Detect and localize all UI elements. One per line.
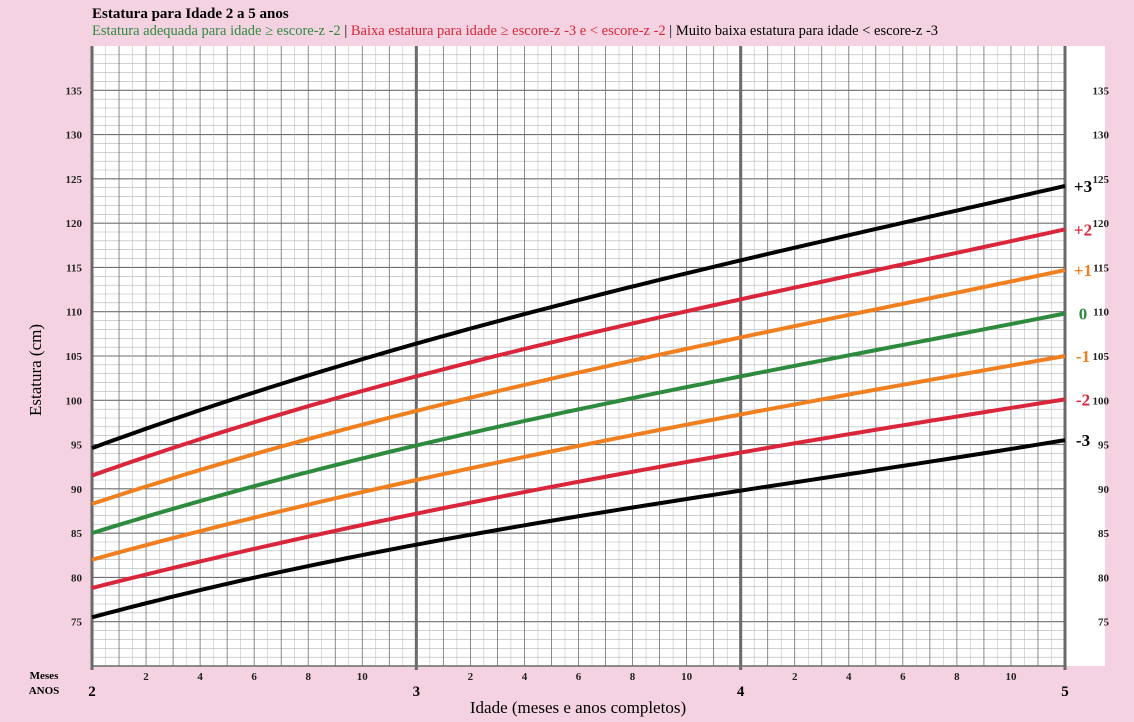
y-tick-label-left: 105 bbox=[66, 351, 83, 363]
y-tick-label-right: 120 bbox=[1093, 218, 1110, 230]
y-tick-label-right: 90 bbox=[1098, 484, 1110, 496]
years-row-label: ANOS bbox=[28, 685, 60, 697]
y-tick-label-left: 110 bbox=[66, 307, 82, 319]
month-tick-label: 6 bbox=[900, 671, 906, 683]
y-tick-label-right: 115 bbox=[1093, 262, 1109, 274]
y-tick-label-left: 135 bbox=[66, 85, 83, 97]
chart-subtitle: Estatura adequada para idade ≥ escore-z … bbox=[92, 23, 938, 40]
zscore-line--2 bbox=[91, 397, 1066, 590]
y-tick-label-left: 95 bbox=[71, 440, 83, 452]
y-tick-label-right: 130 bbox=[1093, 130, 1110, 142]
zscore-label--2: -2 bbox=[1076, 390, 1090, 409]
chart-title: Estatura para Idade 2 a 5 anos bbox=[92, 6, 289, 22]
zscore-label--3: -3 bbox=[1076, 431, 1090, 450]
month-tick-label: 4 bbox=[846, 671, 852, 683]
month-tick-label: 2 bbox=[792, 671, 798, 683]
subtitle-separator-2: | bbox=[665, 23, 676, 39]
y-tick-label-right: 80 bbox=[1098, 572, 1110, 584]
subtitle-separator-1: | bbox=[340, 23, 351, 39]
y-tick-label-right: 105 bbox=[1093, 351, 1110, 363]
y-tick-label-right: 95 bbox=[1098, 440, 1110, 452]
y-tick-label-right: 135 bbox=[1093, 85, 1110, 97]
zscore-label-+1: +1 bbox=[1074, 261, 1092, 280]
month-tick-label: 10 bbox=[681, 671, 693, 683]
zscore-line--1 bbox=[91, 354, 1066, 562]
zscore-line-+1 bbox=[91, 268, 1066, 506]
y-tick-label-left: 90 bbox=[71, 484, 83, 496]
subtitle-low: Baixa estatura para idade ≥ escore-z -3 … bbox=[350, 23, 666, 39]
subtitle-adequate: Estatura adequada para idade ≥ escore-z … bbox=[92, 23, 341, 39]
zscore-line--3 bbox=[91, 438, 1066, 620]
zscore-line-+3 bbox=[91, 183, 1066, 450]
month-tick-label: 6 bbox=[576, 671, 582, 683]
months-row-label: Meses bbox=[29, 670, 59, 682]
y-tick-label-right: 100 bbox=[1093, 395, 1110, 407]
month-tick-label: 6 bbox=[251, 671, 257, 683]
grid bbox=[90, 46, 1067, 670]
month-tick-label: 8 bbox=[305, 671, 311, 683]
y-tick-label-left: 125 bbox=[66, 174, 83, 186]
month-tick-label: 10 bbox=[357, 671, 369, 683]
y-tick-label-left: 130 bbox=[66, 130, 83, 142]
zscore-line-+2 bbox=[91, 227, 1066, 478]
month-tick-label: 4 bbox=[197, 671, 203, 683]
zscore-label-0: 0 bbox=[1079, 304, 1088, 323]
zscore-line-0 bbox=[91, 311, 1066, 536]
year-tick-label: 4 bbox=[737, 684, 745, 700]
y-tick-label-left: 75 bbox=[71, 617, 83, 629]
y-tick-label-right: 85 bbox=[1098, 528, 1110, 540]
y-tick-label-left: 100 bbox=[66, 395, 83, 407]
series-lines bbox=[91, 183, 1066, 620]
zscore-label--1: -1 bbox=[1076, 347, 1090, 366]
month-tick-label: 8 bbox=[954, 671, 960, 683]
month-tick-label: 2 bbox=[468, 671, 474, 683]
y-tick-label-left: 120 bbox=[66, 218, 83, 230]
year-tick-label: 2 bbox=[88, 684, 96, 700]
zscore-label-+3: +3 bbox=[1074, 177, 1092, 196]
y-axis-label: Estatura (cm) bbox=[26, 323, 45, 417]
y-tick-label-left: 80 bbox=[71, 572, 83, 584]
y-tick-label-left: 115 bbox=[66, 262, 82, 274]
year-tick-label: 5 bbox=[1061, 684, 1069, 700]
year-tick-label: 3 bbox=[413, 684, 421, 700]
right-scale-background bbox=[1065, 46, 1105, 666]
zscore-label-+2: +2 bbox=[1074, 220, 1092, 239]
month-tick-label: 4 bbox=[522, 671, 528, 683]
y-tick-label-right: 110 bbox=[1093, 307, 1109, 319]
y-tick-label-right: 75 bbox=[1098, 617, 1110, 629]
x-axis-label: Idade (meses e anos completos) bbox=[469, 698, 687, 717]
month-tick-label: 10 bbox=[1005, 671, 1017, 683]
month-tick-label: 8 bbox=[630, 671, 636, 683]
y-tick-label-right: 125 bbox=[1093, 174, 1110, 186]
y-tick-label-left: 85 bbox=[71, 528, 83, 540]
month-tick-label: 2 bbox=[143, 671, 149, 683]
subtitle-very-low: Muito baixa estatura para idade < escore… bbox=[675, 23, 939, 39]
